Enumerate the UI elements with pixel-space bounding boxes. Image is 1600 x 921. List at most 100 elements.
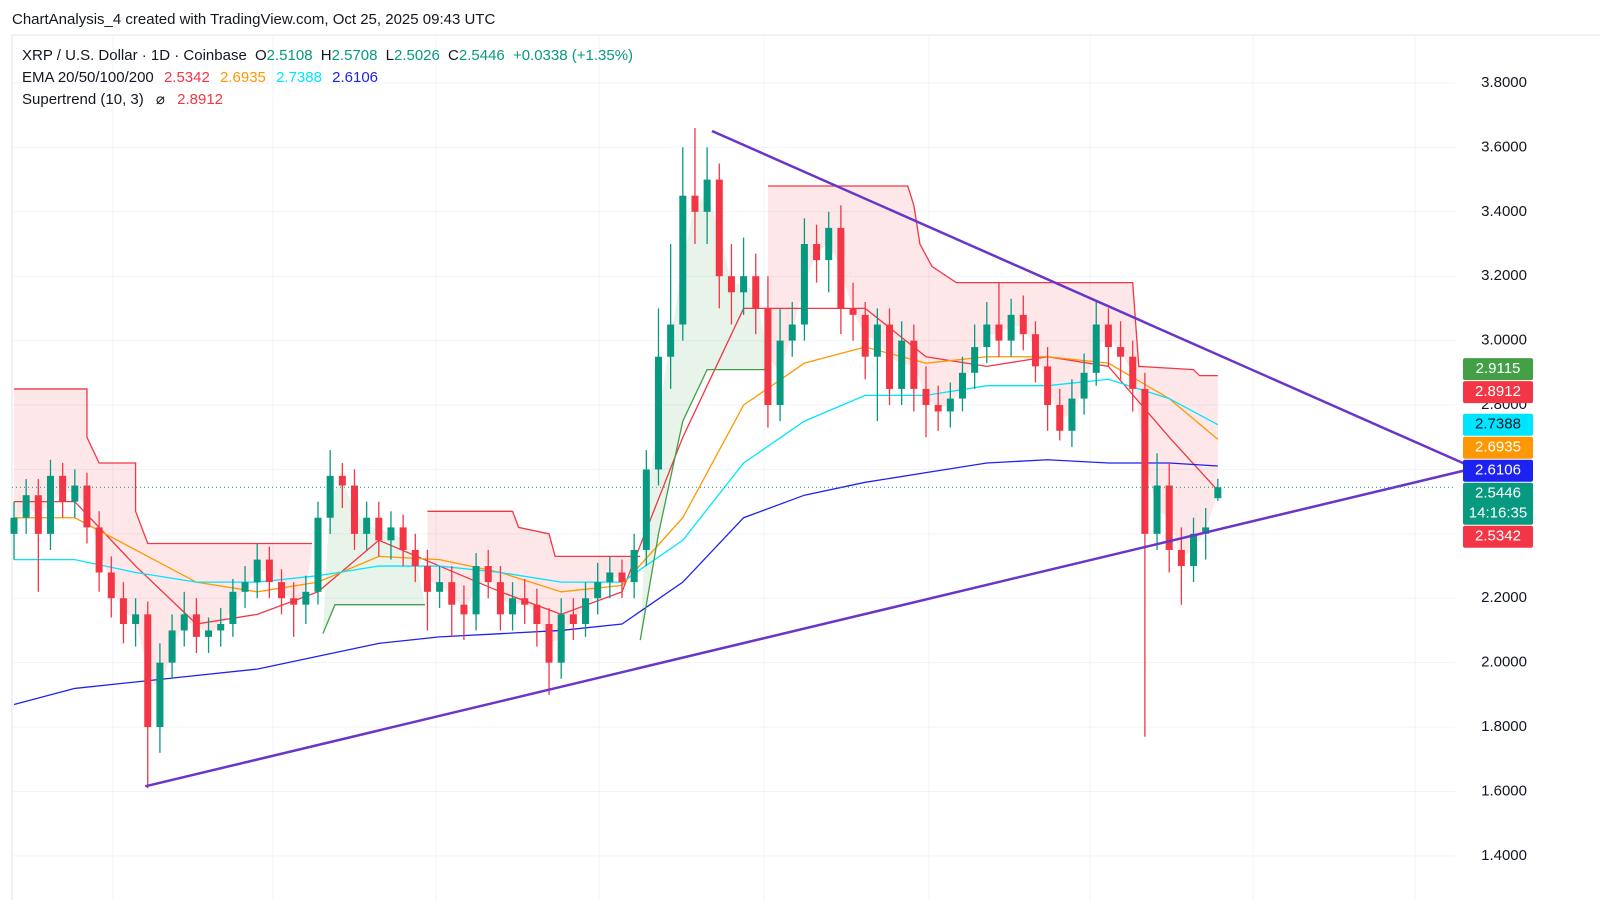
candle-body bbox=[582, 598, 590, 625]
candle-body bbox=[375, 517, 383, 541]
candle-body bbox=[1092, 324, 1100, 373]
candle-body bbox=[594, 582, 602, 599]
candle-body bbox=[691, 195, 699, 212]
candle-body bbox=[205, 630, 213, 637]
y-tick-label: 3.6000 bbox=[1481, 138, 1527, 155]
supertrend-line bbox=[767, 185, 1218, 377]
candle-body bbox=[1141, 388, 1149, 534]
watermark: ChartAnalysis_4 created with TradingView… bbox=[12, 11, 495, 28]
candle-body bbox=[217, 624, 225, 631]
candle-body bbox=[922, 388, 930, 406]
candle-body bbox=[399, 527, 407, 550]
candle-body bbox=[727, 276, 735, 293]
candle-body bbox=[241, 582, 249, 592]
candle-body bbox=[898, 340, 906, 389]
y-tick-label: 2.0000 bbox=[1481, 654, 1527, 671]
candle-body bbox=[314, 517, 322, 592]
candle-body bbox=[1056, 405, 1064, 431]
high-value: 2.5708 bbox=[332, 47, 378, 64]
price-label-bg bbox=[1463, 358, 1533, 381]
symbol: XRP / U.S. Dollar · 1D · Coinbase bbox=[22, 47, 247, 64]
candle-body bbox=[1202, 527, 1210, 534]
candle-body bbox=[302, 591, 310, 605]
supertrend-fill bbox=[767, 186, 1218, 558]
candle-body bbox=[411, 549, 419, 567]
candle-body bbox=[545, 624, 553, 663]
candle-body bbox=[788, 324, 796, 341]
candle-body bbox=[569, 614, 577, 625]
supertrend-line bbox=[322, 604, 426, 634]
countdown: 14:16:35 bbox=[1469, 505, 1527, 522]
candle-body bbox=[1214, 487, 1222, 499]
price-label-bg bbox=[1463, 413, 1533, 436]
supertrend-title: Supertrend (10, 3) bbox=[22, 91, 144, 108]
price-label-bg bbox=[1463, 381, 1533, 404]
close-value: 2.5446 bbox=[459, 47, 505, 64]
ohlc-letter: H bbox=[321, 47, 332, 64]
candle-body bbox=[557, 614, 565, 663]
y-tick-label: 3.0000 bbox=[1481, 332, 1527, 349]
open-value: 2.5108 bbox=[267, 47, 313, 64]
candle-body bbox=[521, 598, 529, 605]
candle-body bbox=[156, 662, 164, 728]
candle-body bbox=[83, 485, 91, 528]
candle-body bbox=[861, 314, 869, 357]
symbol-legend: XRP / U.S. Dollar · 1D · Coinbase O2.510… bbox=[22, 47, 633, 64]
ohlc-letter: L bbox=[386, 47, 394, 64]
price-label: 2.5342 bbox=[1475, 528, 1521, 545]
candle-body bbox=[813, 244, 821, 261]
candle-body bbox=[983, 324, 991, 348]
candle-body bbox=[95, 527, 103, 573]
candle-body bbox=[144, 614, 152, 728]
price-label: 2.6106 bbox=[1475, 462, 1521, 479]
candle-body bbox=[1080, 372, 1088, 399]
candle-body bbox=[606, 572, 614, 583]
candle-body bbox=[460, 604, 468, 615]
y-tick-label: 1.4000 bbox=[1481, 847, 1527, 864]
price-label: 2.7388 bbox=[1475, 416, 1521, 433]
candle-body bbox=[752, 276, 760, 309]
candle-body bbox=[995, 324, 1003, 341]
price-label-bg bbox=[1463, 436, 1533, 459]
ema-line bbox=[13, 459, 1218, 706]
candle-body bbox=[715, 179, 723, 277]
ema-title: EMA 20/50/100/200 bbox=[22, 69, 154, 86]
candle-body bbox=[1177, 549, 1185, 567]
plot-area bbox=[10, 128, 1475, 789]
supertrend-symbol: ⌀ bbox=[156, 91, 165, 108]
candle-body bbox=[338, 475, 346, 486]
candle-body bbox=[667, 324, 675, 357]
candle-body bbox=[1129, 356, 1137, 389]
supertrend-line bbox=[639, 368, 768, 641]
candle-body bbox=[1068, 398, 1076, 431]
candle-body bbox=[1044, 366, 1052, 406]
candle-body bbox=[764, 308, 772, 406]
candle-body bbox=[229, 591, 237, 625]
candle-body bbox=[1153, 485, 1161, 534]
candle-body bbox=[740, 276, 748, 293]
y-tick-label: 3.4000 bbox=[1481, 203, 1527, 220]
candle-body bbox=[837, 227, 845, 309]
trendline bbox=[145, 466, 1475, 788]
candle-body bbox=[10, 517, 18, 534]
candle-body bbox=[290, 598, 298, 605]
candle-body bbox=[703, 179, 711, 212]
candle-body bbox=[679, 195, 687, 325]
candle-body bbox=[1019, 314, 1027, 335]
supertrend-value: 2.8912 bbox=[177, 91, 223, 108]
candle-body bbox=[825, 227, 833, 261]
candle-body bbox=[107, 572, 115, 599]
candle-body bbox=[22, 495, 30, 518]
candle-body bbox=[253, 559, 261, 583]
candle-body bbox=[34, 495, 42, 534]
candle-body bbox=[1190, 533, 1198, 567]
supertrend-line bbox=[14, 388, 312, 545]
candle-body bbox=[119, 598, 127, 625]
supertrend-fill bbox=[14, 388, 312, 695]
ema-value: 2.7388 bbox=[276, 69, 322, 86]
price-label-bg bbox=[1463, 459, 1533, 482]
low-value: 2.5026 bbox=[394, 47, 440, 64]
candle-body bbox=[654, 356, 662, 470]
candle-body bbox=[71, 485, 79, 502]
